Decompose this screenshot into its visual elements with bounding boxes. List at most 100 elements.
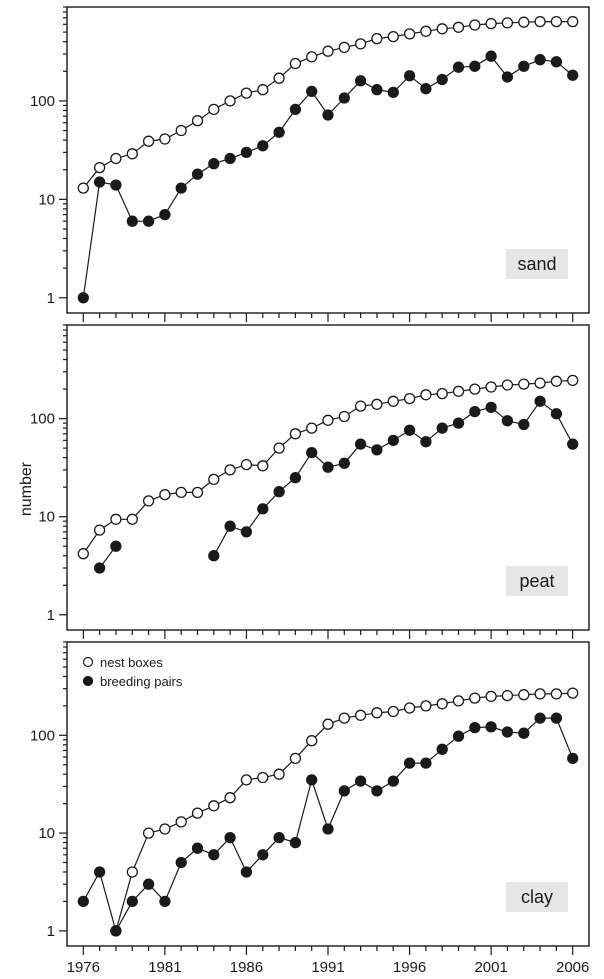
breeding-pair-point	[257, 140, 269, 152]
breeding-pair-point	[403, 70, 416, 82]
breeding-pair-point	[550, 712, 563, 724]
breeding-pair-point	[93, 562, 106, 574]
nest-box-point	[240, 87, 253, 99]
nest-box-point	[273, 72, 285, 84]
y-tick-label: 100	[30, 727, 55, 744]
x-tick-label: 2001	[474, 959, 507, 976]
nest-box-point	[110, 152, 122, 165]
nest-box-point	[403, 392, 416, 405]
breeding-pair-point	[485, 721, 497, 733]
nest-box-point	[371, 398, 383, 410]
nest-box-point	[518, 689, 530, 701]
nest-box-point	[452, 21, 465, 33]
nest-box-point	[126, 148, 138, 160]
nest-box-point	[420, 389, 432, 401]
legend-label: nest boxes	[100, 655, 163, 670]
nest-box-point	[175, 486, 187, 499]
breeding-pair-point	[436, 743, 448, 755]
breeding-pair-point	[257, 503, 269, 515]
nest-box-point	[485, 690, 497, 703]
nest-box-point	[452, 695, 465, 707]
nest-box-point	[93, 161, 106, 174]
panel-label-box	[506, 882, 568, 912]
breeding-pair-point	[354, 75, 367, 87]
nest-box-point	[338, 41, 350, 54]
breeding-pair-point	[338, 92, 350, 104]
nest-box-point	[387, 705, 399, 718]
breeding-pair-point	[110, 540, 122, 552]
nest-box-point	[420, 25, 432, 37]
panel-sand: 1 10 100 sand	[30, 6, 590, 322]
breeding-pair-point	[224, 520, 236, 532]
y-tick-label: 100	[30, 93, 55, 110]
breeding-pair-point	[387, 86, 399, 99]
nest-box-point	[501, 379, 514, 391]
panel-label: peat	[519, 571, 554, 591]
nest-box-point	[567, 15, 579, 28]
breeding-pair-point	[550, 408, 563, 420]
breeding-pair-point	[110, 925, 122, 937]
nest-box-point	[371, 707, 383, 719]
breeding-pair-point	[550, 56, 563, 68]
breeding-pair-point	[208, 550, 220, 562]
nest-box-point	[354, 400, 367, 412]
breeding-pair-point	[518, 60, 530, 72]
breeding-pair-point	[289, 472, 302, 484]
breeding-pair-point	[224, 831, 236, 844]
breeding-pair-point	[469, 60, 481, 72]
nest-box-point	[567, 687, 579, 699]
nest-box-point	[159, 823, 171, 835]
breeding-pair-point	[403, 424, 416, 436]
breeding-pair-point	[338, 457, 350, 469]
breeding-pair-point	[420, 83, 432, 95]
nest-box-point	[257, 460, 269, 472]
legend-label: breeding pairs	[100, 674, 183, 689]
nest-box-point	[534, 688, 546, 700]
nest-box-point	[191, 807, 204, 819]
x-tick-label: 1986	[230, 959, 263, 976]
y-tick-label: 10	[38, 509, 55, 526]
breeding-pair-point	[387, 775, 399, 787]
breeding-pair-point	[273, 126, 285, 138]
breeding-pair-point	[469, 721, 481, 734]
y-tick-label: 1	[47, 607, 55, 624]
breeding-pair-point	[306, 85, 318, 98]
breeding-pair-point	[354, 438, 367, 450]
nest-box-point	[273, 768, 285, 780]
nest-box-point	[436, 387, 448, 400]
nest-box-point	[306, 422, 318, 434]
nest-box-point	[387, 395, 399, 407]
y-tick-label: 100	[30, 411, 55, 428]
panel-label: clay	[521, 887, 553, 907]
nest-box-point	[534, 15, 546, 28]
nest-box-point	[142, 827, 155, 839]
breeding-pair-point	[159, 208, 171, 221]
nest-box-point	[191, 486, 204, 499]
nest-box-point	[208, 800, 220, 812]
breeding-pair-point	[126, 215, 138, 227]
x-tick-label: 1981	[148, 959, 181, 976]
x-tick-label: 1991	[311, 959, 344, 976]
nest-box-point	[289, 752, 302, 765]
y-tick-label: 1	[47, 923, 55, 940]
panel-label-box	[506, 249, 568, 279]
breeding-pair-point	[175, 856, 187, 869]
breeding-pair-point	[534, 712, 546, 724]
nest-box-point	[485, 381, 497, 393]
nest-box-point	[142, 495, 155, 507]
breeding-pair-point	[534, 54, 546, 66]
nest-box-point	[257, 84, 269, 96]
breeding-pair-point	[518, 727, 530, 739]
nest-box-point	[387, 30, 399, 43]
nest-box-point	[224, 464, 236, 476]
breeding-pair-point	[501, 415, 514, 427]
nest-box-point	[338, 712, 350, 724]
nest-box-point	[501, 17, 514, 29]
nest-box-point	[77, 182, 89, 194]
panel-peat: 1 10 100 peat	[30, 324, 590, 639]
nest-box-point	[436, 698, 448, 710]
nest-box-point	[371, 32, 383, 45]
nest-box-point	[403, 702, 416, 714]
legend-marker	[82, 656, 94, 668]
